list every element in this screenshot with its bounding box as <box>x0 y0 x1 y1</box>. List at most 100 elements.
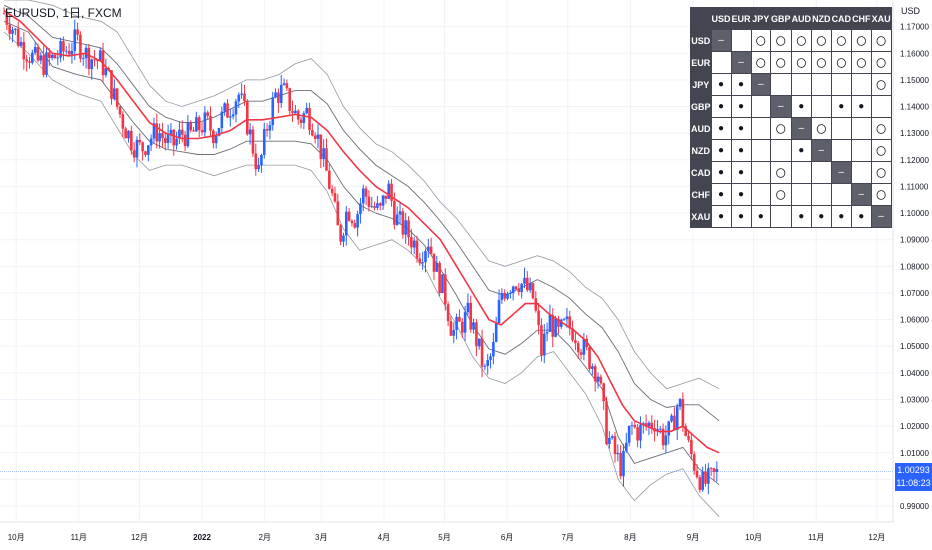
candle-body <box>291 110 294 114</box>
candle-body <box>180 129 184 135</box>
candle-body <box>393 200 396 225</box>
candle-body <box>299 119 303 123</box>
matrix-cell <box>851 161 872 184</box>
matrix-cell <box>870 95 892 118</box>
candle-body <box>5 13 9 25</box>
candlesticks <box>2 7 719 495</box>
matrix-cell <box>851 139 872 162</box>
matrix-cell: – <box>790 117 813 140</box>
candle-body <box>576 343 580 353</box>
candle-body <box>144 151 147 155</box>
matrix-cell: ● <box>710 139 732 162</box>
matrix-cell: 〇 <box>770 29 792 52</box>
candle-body <box>251 129 255 154</box>
matrix-column-header: EUR <box>730 7 752 30</box>
matrix-column-header: USD <box>710 7 732 30</box>
matrix-cell: ● <box>851 95 872 118</box>
time-axis[interactable]: 10月 11月 12月 2022 2月 3月 4月 5月 6月 7月 8月 9月 10月 11月 12月 <box>8 533 886 542</box>
candle-body <box>551 314 555 337</box>
matrix-cell: 〇 <box>870 51 892 74</box>
candle-body <box>673 415 676 430</box>
matrix-column-header: GBP <box>770 7 792 30</box>
candle-body <box>311 129 314 136</box>
candle-body <box>664 435 668 446</box>
candle-body <box>367 196 371 207</box>
candle-body <box>155 123 159 142</box>
candle-body <box>370 206 374 207</box>
candle-body <box>203 112 207 133</box>
candle-body <box>342 235 345 242</box>
candle-body <box>494 323 498 342</box>
candle-body <box>503 292 506 299</box>
matrix-row-header: XAU <box>690 205 712 228</box>
candle-body <box>562 319 566 320</box>
candle-body <box>364 188 368 197</box>
candle-body <box>271 97 275 126</box>
candle-body <box>356 214 359 228</box>
matrix-cell: 〇 <box>870 29 892 52</box>
candle-body <box>511 286 515 294</box>
symbol-title[interactable]: EURUSD, 1日, FXCM <box>5 6 122 20</box>
matrix-cell <box>811 95 832 118</box>
candle-body <box>195 117 198 132</box>
matrix-cell <box>790 183 813 206</box>
candle-body <box>630 425 634 426</box>
time-tick-label: 6月 <box>501 533 513 542</box>
candle-body <box>639 424 642 441</box>
matrix-cell: ● <box>710 183 732 206</box>
matrix-corner <box>690 7 712 30</box>
matrix-cell <box>770 73 792 96</box>
time-tick-label: 7月 <box>561 533 573 542</box>
time-tick-label: 10月 <box>745 533 762 542</box>
candle-body <box>138 139 142 143</box>
candle-body <box>339 225 342 242</box>
candle-body <box>715 469 719 472</box>
candle-body <box>56 57 60 59</box>
candle-body <box>229 116 232 118</box>
candle-body <box>282 83 286 85</box>
candle-body <box>684 426 688 437</box>
matrix-cell: ● <box>730 205 752 228</box>
matrix-row: USD – 〇〇〇〇〇〇〇 <box>690 29 892 52</box>
candle-body <box>240 93 243 95</box>
candle-body <box>214 135 218 144</box>
matrix-cell: 〇 <box>770 161 792 184</box>
candle-body <box>189 122 193 131</box>
candle-body <box>415 240 419 259</box>
candle-body <box>121 114 125 129</box>
time-tick-label: 11月 <box>71 533 87 542</box>
candle-body <box>19 42 23 46</box>
price-axis[interactable]: 0.990001.000001.010001.020001.030001.040… <box>900 23 929 511</box>
candle-body <box>667 421 671 436</box>
candle-body <box>463 312 467 333</box>
matrix-cell <box>790 161 813 184</box>
matrix-cell: ● <box>790 139 813 162</box>
candle-body <box>441 274 444 294</box>
candle-body <box>93 59 96 61</box>
candle-body <box>234 101 238 115</box>
candle-body <box>248 129 252 135</box>
matrix-column-header: JPY <box>750 7 772 30</box>
price-tick-label: 1.14000 <box>900 103 929 112</box>
candle-body <box>480 338 484 367</box>
candle-body <box>698 477 702 490</box>
candle-body <box>113 88 116 100</box>
matrix-cell: 〇 <box>770 117 792 140</box>
candle-body <box>517 289 521 293</box>
candle-body <box>22 42 26 60</box>
matrix-cell <box>811 183 832 206</box>
candle-body <box>8 24 11 34</box>
matrix-cell: 〇 <box>851 51 872 74</box>
matrix-cell <box>750 117 772 140</box>
candle-body <box>186 122 190 147</box>
candle-body <box>217 128 221 136</box>
candle-body <box>378 203 382 206</box>
candle-body <box>158 133 161 142</box>
matrix-cell: ● <box>730 73 752 96</box>
candle-body <box>455 316 458 331</box>
candle-body <box>353 223 357 228</box>
candle-body <box>658 428 662 430</box>
candle-body <box>163 137 167 143</box>
matrix-cell: ● <box>710 95 732 118</box>
